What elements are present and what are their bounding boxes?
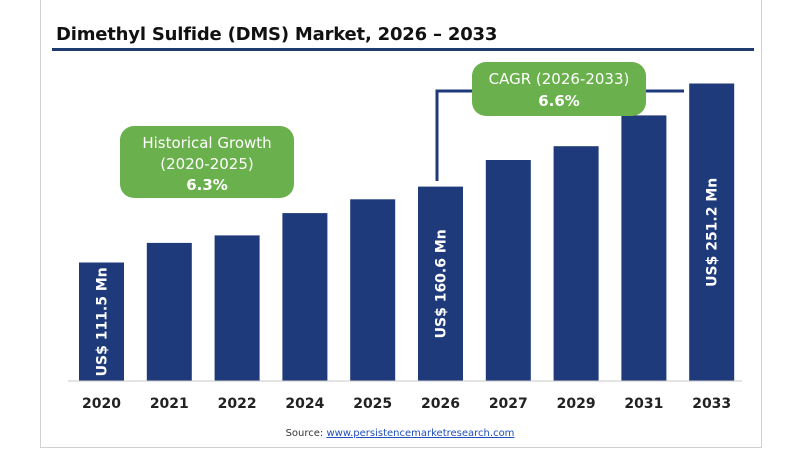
bar-2024 <box>282 213 328 381</box>
cagr-value: 6.6% <box>538 92 580 110</box>
x-tick-2022: 2022 <box>218 396 257 412</box>
x-tick-2033: 2033 <box>692 396 731 412</box>
bars-layer <box>79 83 735 382</box>
title-underline <box>52 48 754 51</box>
x-tick-2024: 2024 <box>285 396 324 412</box>
x-tick-2025: 2025 <box>353 396 392 412</box>
bar-value-labels: US$ 111.5 Mn US$ 160.6 Mn US$ 251.2 Mn <box>95 178 721 377</box>
bar-2020 <box>79 262 124 381</box>
bar-2033 <box>689 83 735 381</box>
bar-2022 <box>214 235 260 381</box>
historical-growth-box <box>120 126 294 198</box>
bar-2025 <box>350 199 396 381</box>
historical-growth-callout: Historical Growth (2020-2025) 6.3% <box>120 126 294 198</box>
source-note: Source: www.persistencemarketresearch.co… <box>0 428 800 439</box>
source-label: Source: <box>285 428 324 439</box>
bar-2021 <box>146 242 192 381</box>
x-tick-2021: 2021 <box>150 396 189 412</box>
cagr-label: CAGR (2026-2033) <box>489 70 630 88</box>
bar-label-2026: US$ 160.6 Mn <box>434 229 450 338</box>
historical-growth-label: Historical Growth <box>142 134 271 152</box>
cagr-callout: CAGR (2026-2033) 6.6% <box>435 62 684 181</box>
bar-label-2020: US$ 111.5 Mn <box>95 267 111 376</box>
bar-2027 <box>485 160 531 381</box>
cagr-box <box>472 62 646 116</box>
bar-2026 <box>418 186 463 381</box>
x-tick-2031: 2031 <box>624 396 663 412</box>
chart-frame <box>40 0 762 448</box>
historical-growth-period: (2020-2025) <box>160 155 253 173</box>
bar-2031 <box>621 115 667 382</box>
x-tick-2026: 2026 <box>421 396 460 412</box>
source-link[interactable]: www.persistencemarketresearch.com <box>326 428 515 439</box>
x-tick-2020: 2020 <box>82 396 121 412</box>
x-tick-labels: 2020 2021 2022 2024 2025 2026 2027 2029 2031 2033 <box>82 396 731 412</box>
historical-growth-value: 6.3% <box>186 176 228 194</box>
chart-title: Dimethyl Sulfide (DMS) Market, 2026 – 20… <box>56 24 498 45</box>
bar-2029 <box>553 146 599 381</box>
bar-label-2033: US$ 251.2 Mn <box>705 178 721 287</box>
x-tick-2029: 2029 <box>557 396 596 412</box>
x-tick-2027: 2027 <box>489 396 528 412</box>
